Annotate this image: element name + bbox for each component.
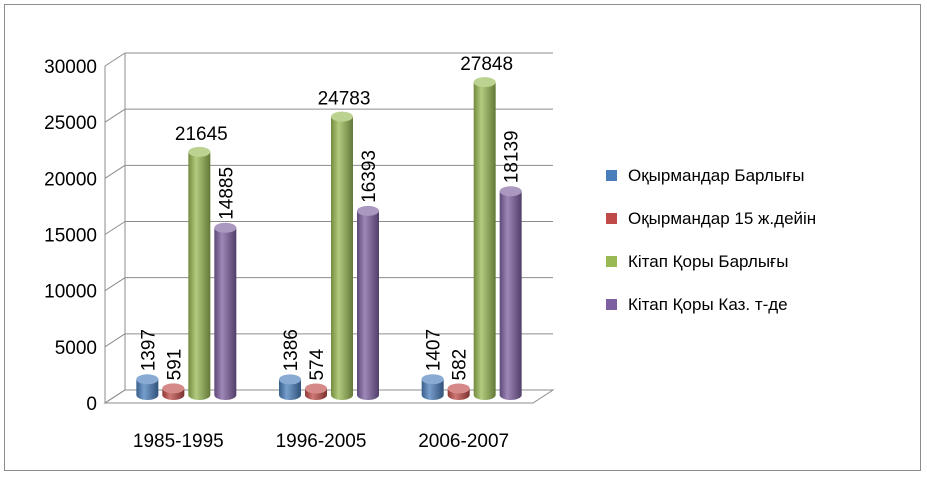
bar-top <box>214 222 237 233</box>
bar <box>447 383 470 400</box>
y-tick-label: 20000 <box>44 169 97 190</box>
data-label: 1386 <box>281 329 302 371</box>
bar-body <box>473 82 496 400</box>
legend-swatch <box>606 213 617 224</box>
bar-top <box>305 383 327 394</box>
legend-item: Оқырмандар Барлығы <box>606 166 804 185</box>
y-tick-label: 15000 <box>44 226 97 247</box>
bar-body <box>421 379 444 400</box>
bar <box>136 374 159 400</box>
gridline-side <box>104 333 126 348</box>
legend-swatch <box>606 299 617 310</box>
bar <box>357 205 379 400</box>
bar <box>421 374 444 400</box>
x-category-label: 1996-2005 <box>276 431 367 452</box>
bar-top <box>447 383 470 394</box>
bar-body <box>188 151 211 400</box>
bar-top <box>499 186 522 197</box>
bar-top <box>279 374 301 385</box>
gridline-side <box>104 389 126 404</box>
y-tick-label: 10000 <box>44 282 97 303</box>
bar-top <box>331 111 353 122</box>
y-axis-ticks: 0 5000 10000 15000 20000 25000 30000 <box>44 57 97 415</box>
bar-top <box>421 374 444 385</box>
y-tick-label: 0 <box>86 394 97 415</box>
bar <box>473 77 496 400</box>
gridline-side <box>104 52 126 67</box>
x-axis-categories: 1985-1995 1996-2005 2006-2007 <box>133 431 509 452</box>
legend: Оқырмандар Барлығы Оқырмандар 15 ж.дейін К… <box>606 166 816 314</box>
bar <box>305 383 327 400</box>
legend-item: Кітап Қоры Барлығы <box>606 252 788 271</box>
legend-item: Оқырмандар 15 ж.дейін <box>606 209 816 228</box>
bar-top <box>188 146 211 157</box>
data-label: 24783 <box>318 89 371 110</box>
bar <box>499 186 522 400</box>
bar-body <box>331 116 353 400</box>
y-tick-label: 25000 <box>44 113 97 134</box>
bar-top <box>162 383 185 394</box>
gridline-side <box>104 221 126 235</box>
bars <box>136 77 522 400</box>
bar-top <box>357 205 379 216</box>
legend-label: Оқырмандар Барлығы <box>628 166 804 185</box>
bar-top <box>136 374 159 385</box>
legend-label: Оқырмандар 15 ж.дейін <box>628 209 816 228</box>
data-labels: 1397 591 21645 14885 1386 574 24783 16393 1407 58… <box>138 54 522 380</box>
data-label: 1397 <box>138 329 159 371</box>
bar <box>214 222 237 400</box>
data-label: 18139 <box>502 130 523 183</box>
bar-body <box>357 210 379 400</box>
bar <box>331 111 353 400</box>
bar-body <box>214 227 237 400</box>
x-category-label: 2006-2007 <box>418 431 509 452</box>
bar <box>279 374 301 400</box>
data-label: 1407 <box>424 329 445 371</box>
y-tick-label: 30000 <box>44 57 97 78</box>
gridline-side <box>104 108 126 123</box>
legend-label: Кітап Қоры Барлығы <box>628 252 788 271</box>
data-label: 591 <box>164 349 185 381</box>
bar-body <box>136 379 159 400</box>
data-label: 582 <box>450 349 471 381</box>
legend-label: Кітап Қоры Каз. т-де <box>628 295 788 314</box>
bar-body <box>499 191 522 400</box>
bar-top <box>473 77 496 88</box>
bar <box>162 383 185 400</box>
legend-item: Кітап Қоры Каз. т-де <box>606 295 788 314</box>
y-tick-label: 5000 <box>55 338 97 359</box>
legend-swatch <box>606 256 617 267</box>
x-category-label: 1985-1995 <box>133 431 224 452</box>
data-label: 27848 <box>460 54 513 75</box>
bar-body <box>279 379 301 400</box>
data-label: 14885 <box>216 167 237 220</box>
legend-swatch <box>606 170 617 181</box>
gridline-side <box>104 164 126 179</box>
data-label: 574 <box>307 348 328 380</box>
bar <box>188 146 211 400</box>
data-label: 21645 <box>175 124 228 145</box>
data-label: 16393 <box>359 150 380 203</box>
gridline-side <box>104 277 126 292</box>
